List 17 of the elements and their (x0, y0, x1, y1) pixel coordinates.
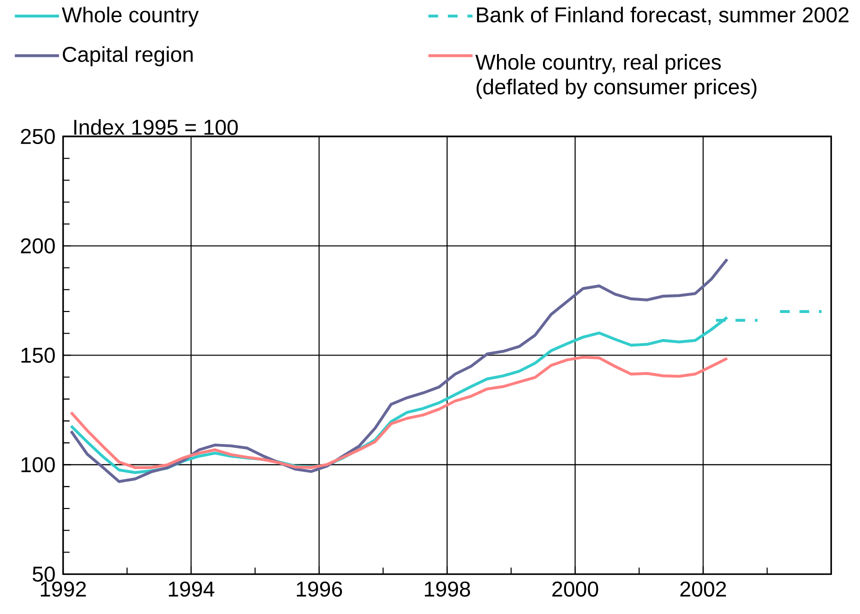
y-tick-label: 200 (20, 238, 55, 254)
line-series (70, 258, 729, 483)
y-tick-label: 50 (32, 566, 55, 582)
x-tick-label: 1998 (424, 581, 470, 597)
legend-label: Capital region (62, 46, 193, 66)
x-tick-label: 2002 (680, 581, 726, 597)
x-tick-label: 1992 (40, 581, 86, 597)
x-tick-label: 2000 (552, 581, 598, 597)
y-axis-title: Index 1995 = 100 (74, 119, 238, 135)
legend-label: Whole country (62, 6, 199, 27)
y-tick-label: 150 (22, 348, 55, 363)
x-tick-label: 1996 (296, 581, 342, 597)
y-tick-label: 100 (22, 457, 55, 472)
y-tick-label: 250 (20, 128, 55, 144)
x-tick-label: 1994 (168, 581, 214, 597)
legend-label: Bank of Finland forecast, summer 2002 (477, 6, 848, 25)
legend-label: Whole country, real prices (deflated by consumer prices) (475, 54, 756, 99)
